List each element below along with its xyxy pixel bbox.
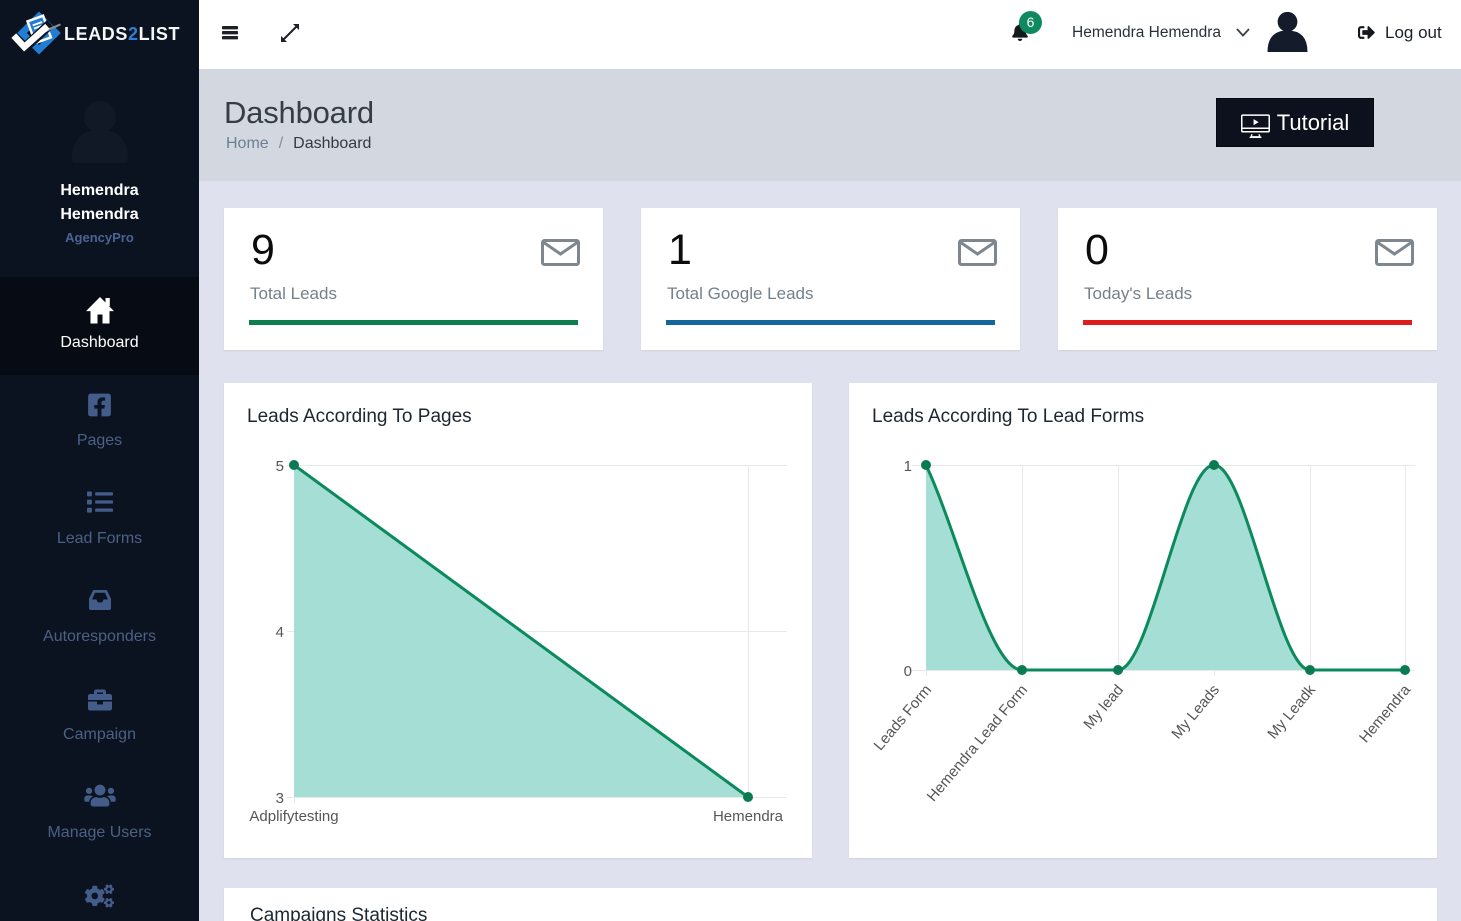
svg-text:My lead: My lead — [1080, 682, 1127, 733]
svg-text:4: 4 — [276, 624, 284, 641]
svg-text:0: 0 — [904, 663, 912, 680]
svg-text:My Leads: My Leads — [1168, 682, 1223, 743]
svg-text:Leads Form: Leads Form — [871, 682, 935, 754]
svg-text:Adplifytesting: Adplifytesting — [249, 808, 338, 825]
svg-text:5: 5 — [276, 458, 284, 475]
svg-text:Hemendra Lead Form: Hemendra Lead Form — [924, 682, 1031, 805]
svg-text:Hemendra: Hemendra — [1356, 681, 1414, 746]
svg-text:My Leadk: My Leadk — [1264, 681, 1319, 742]
svg-text:1: 1 — [904, 458, 912, 475]
svg-text:3: 3 — [276, 790, 284, 807]
svg-text:Hemendra: Hemendra — [713, 808, 784, 825]
